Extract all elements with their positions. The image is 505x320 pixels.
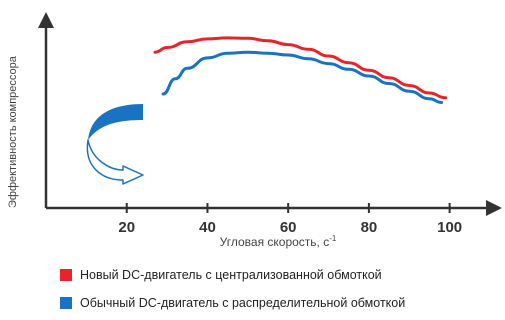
legend-label-red: Новый DC-двигатель с централизованной об… (80, 268, 382, 282)
x-tick-label: 20 (118, 219, 135, 236)
series-group (153, 36, 448, 104)
x-ticks: 20 40 60 80 100 (118, 203, 462, 236)
x-axis-arrow (486, 200, 502, 216)
x-axis-label-superscript: -1 (329, 234, 337, 243)
y-axis-label: Эффективность компрессора (7, 55, 19, 208)
legend-label-blue: Обычный DC-двигатель с распределительной… (80, 296, 406, 310)
improvement-arrow-icon (86, 104, 144, 185)
x-tick-label: 80 (361, 219, 378, 236)
axes (38, 12, 502, 216)
x-tick-label: 100 (437, 219, 462, 236)
x-axis-label-text: Угловая скорость, с (220, 235, 330, 249)
legend-swatch-red (60, 269, 72, 281)
legend-item-red: Новый DC-двигатель с централизованной об… (60, 268, 382, 282)
legend-item-blue: Обычный DC-двигатель с распределительной… (60, 296, 405, 310)
series-line-red (153, 36, 448, 100)
x-tick-label: 40 (199, 219, 216, 236)
x-tick-label: 60 (280, 219, 297, 236)
x-axis-label: Угловая скорость, с-1 (220, 234, 337, 249)
series-line-blue (161, 50, 444, 104)
legend-swatch-blue (60, 297, 72, 309)
y-axis-arrow (38, 12, 54, 28)
